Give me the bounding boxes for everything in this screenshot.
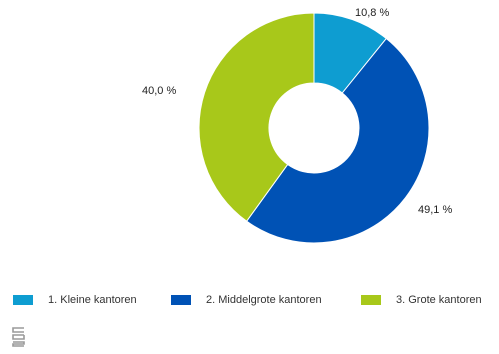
legend-item-kleine-kantoren: 1. Kleine kantoren: [13, 292, 137, 308]
legend-swatch-middelgrote-kantoren: [171, 295, 191, 305]
legend-item-grote-kantoren: 3. Grote kantoren: [361, 292, 482, 308]
data-label-middelgrote-kantoren: 49,1 %: [418, 204, 453, 216]
legend-swatch-grote-kantoren: [361, 295, 381, 305]
slice-grote-kantoren: [198, 12, 315, 222]
legend-label-grote-kantoren: 3. Grote kantoren: [396, 294, 482, 306]
chart-legend: 1. Kleine kantoren 2. Middelgrote kantor…: [0, 292, 499, 308]
legend-label-kleine-kantoren: 1. Kleine kantoren: [48, 294, 137, 306]
cbs-logo-icon: [12, 327, 25, 347]
slice-middelgrote-kantoren: [245, 37, 430, 244]
legend-item-middelgrote-kantoren: 2. Middelgrote kantoren: [171, 292, 322, 308]
data-label-kleine-kantoren: 10,8 %: [355, 7, 390, 19]
data-label-grote-kantoren: 40,0 %: [142, 85, 177, 97]
legend-label-middelgrote-kantoren: 2. Middelgrote kantoren: [206, 294, 322, 306]
legend-swatch-kleine-kantoren: [13, 295, 33, 305]
